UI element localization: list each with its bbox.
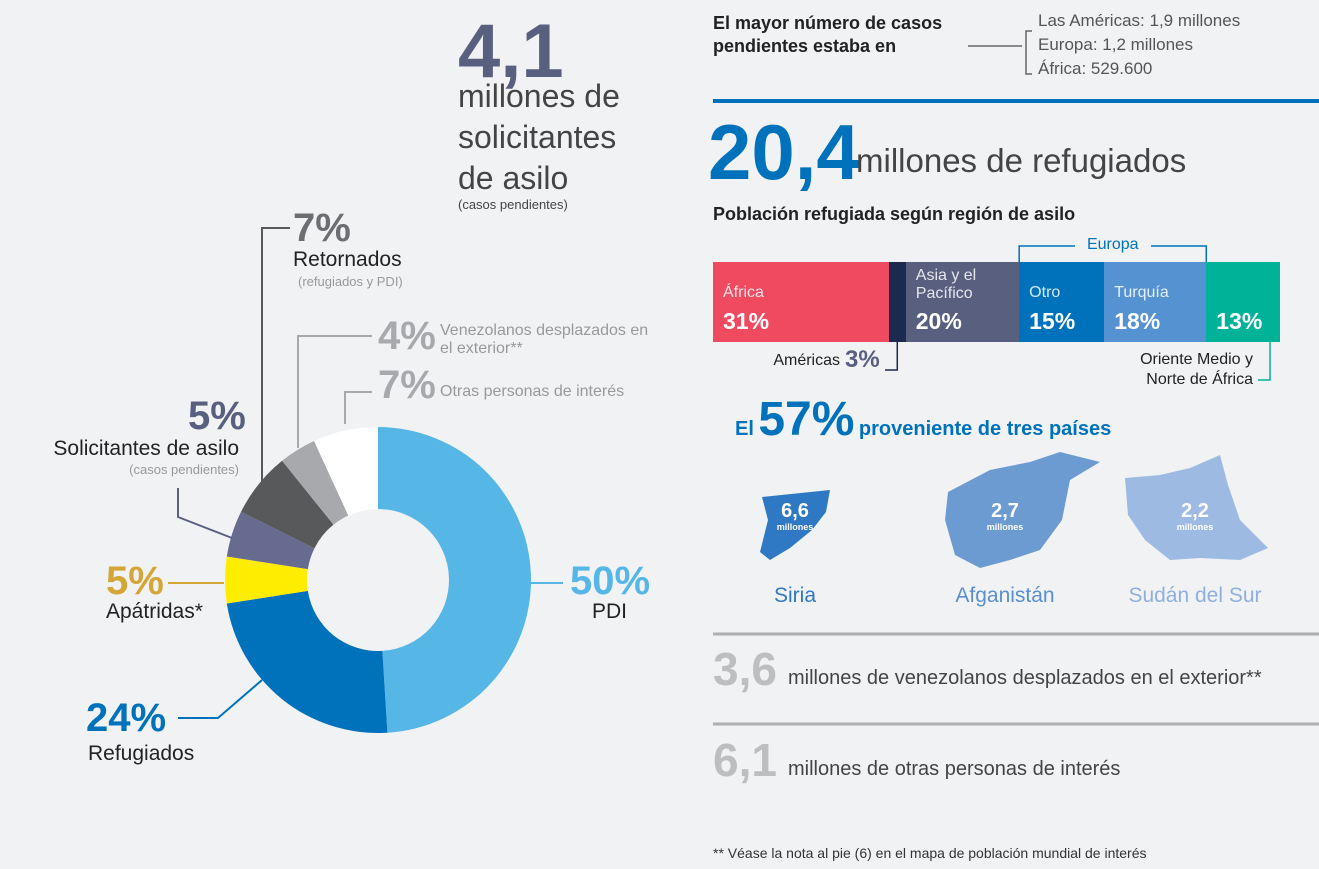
slice-note: (casos pendientes) xyxy=(129,462,239,477)
segment-label: Otro xyxy=(1029,284,1061,301)
leader-line xyxy=(177,488,233,539)
donut-slice xyxy=(378,427,532,733)
bar-title: Población refugiada según región de asil… xyxy=(713,204,1076,224)
big-text: millones de refugiados xyxy=(856,142,1187,179)
segment-value: 15% xyxy=(1029,308,1076,334)
bar-segment xyxy=(905,262,1020,342)
footnote: ** Véase la nota al pie (6) en el mapa d… xyxy=(713,845,1147,861)
country-value: 2,7 xyxy=(991,500,1019,522)
pending-title: El mayor número de casos pendientes esta… xyxy=(713,13,943,56)
bar-segment xyxy=(1019,262,1105,342)
big-number: 3,6 xyxy=(713,643,777,695)
origin-heading: El 57% proveniente de tres países xyxy=(735,392,1111,447)
map-south-sudan xyxy=(1125,455,1268,560)
big-text: millones de otras personas de interés xyxy=(788,758,1121,780)
leader-line xyxy=(885,342,899,371)
leader-line xyxy=(1258,342,1271,381)
bar-segment xyxy=(888,262,906,342)
value-label: 5% xyxy=(106,559,164,603)
big-text: millones de venezolanos desplazados en e… xyxy=(788,667,1262,689)
segment-value: 13% xyxy=(1216,308,1263,334)
big-text: millones de solicitantes de asilo xyxy=(458,78,620,196)
segment-label: Asia y el Pacífico xyxy=(915,267,977,302)
leader-line xyxy=(261,227,290,508)
slice-label: PDI xyxy=(592,600,628,623)
leader-line xyxy=(344,391,372,424)
country-value: 2,2 xyxy=(1181,500,1209,522)
country-name: Afganistán xyxy=(955,584,1055,607)
big-number: 4,1 xyxy=(458,9,564,94)
donut-slice xyxy=(225,556,308,604)
country-name: Siria xyxy=(773,584,816,607)
big-number: 20,4 xyxy=(708,108,860,196)
country-value: 6,6 xyxy=(781,500,809,522)
pending-item: Las Américas: 1,9 millones xyxy=(1038,11,1241,30)
donut-slice xyxy=(314,427,378,516)
donut-slice xyxy=(226,590,388,734)
slice-label: Refugiados xyxy=(88,742,195,765)
pending-item: África: 529.600 xyxy=(1038,59,1153,78)
country-name: Sudán del Sur xyxy=(1128,584,1262,607)
slice-note: (refugiados y PDI) xyxy=(298,274,403,289)
country-unit: millones xyxy=(986,522,1024,532)
segment-value: 18% xyxy=(1114,308,1161,334)
bar-segment xyxy=(713,262,889,342)
pending-item: Europa: 1,2 millones xyxy=(1038,35,1193,54)
big-number: 6,1 xyxy=(713,734,777,786)
slice-label: Venezolanos desplazados en el exterior** xyxy=(440,322,649,358)
segment-label: África xyxy=(723,284,764,301)
segment-label: Américas xyxy=(773,352,840,369)
slice-label: Otras personas de interés xyxy=(440,383,625,400)
map-syria xyxy=(760,490,830,560)
value-label: 50% xyxy=(570,559,651,603)
leader-line xyxy=(297,335,372,448)
value-label: 7% xyxy=(378,363,436,407)
segment-value: 3% xyxy=(845,346,880,373)
value-label: 24% xyxy=(86,696,167,740)
segment-value: 20% xyxy=(915,308,962,334)
slice-label: Retornados xyxy=(293,248,402,271)
origin-text: proveniente de tres países xyxy=(858,418,1112,440)
bar-segment xyxy=(1206,262,1280,342)
donut-slice xyxy=(241,460,334,549)
segment-label: Oriente Medio y Norte de África xyxy=(1140,351,1253,388)
note: (casos pendientes) xyxy=(458,197,568,212)
donut-slice xyxy=(282,441,349,525)
leader-line xyxy=(178,679,263,719)
slice-label: Solicitantes de asilo xyxy=(53,437,239,460)
country-unit: millones xyxy=(776,522,814,532)
map-afghanistan xyxy=(945,452,1100,568)
segment-value: 31% xyxy=(723,308,770,334)
bar-segment xyxy=(1104,262,1207,342)
slice-label: Apátridas* xyxy=(106,600,203,623)
value-label: 4% xyxy=(378,314,436,358)
donut-slice xyxy=(226,511,315,570)
bracket xyxy=(968,30,1032,75)
origin-value: 57% xyxy=(758,393,855,446)
origin-prefix: El xyxy=(735,418,754,440)
annotation: Europa xyxy=(1074,236,1151,255)
value-label: 7% xyxy=(293,206,351,250)
country-unit: millones xyxy=(1176,522,1214,532)
value-label: 5% xyxy=(188,394,246,438)
segment-label: Turquía xyxy=(1114,284,1169,301)
